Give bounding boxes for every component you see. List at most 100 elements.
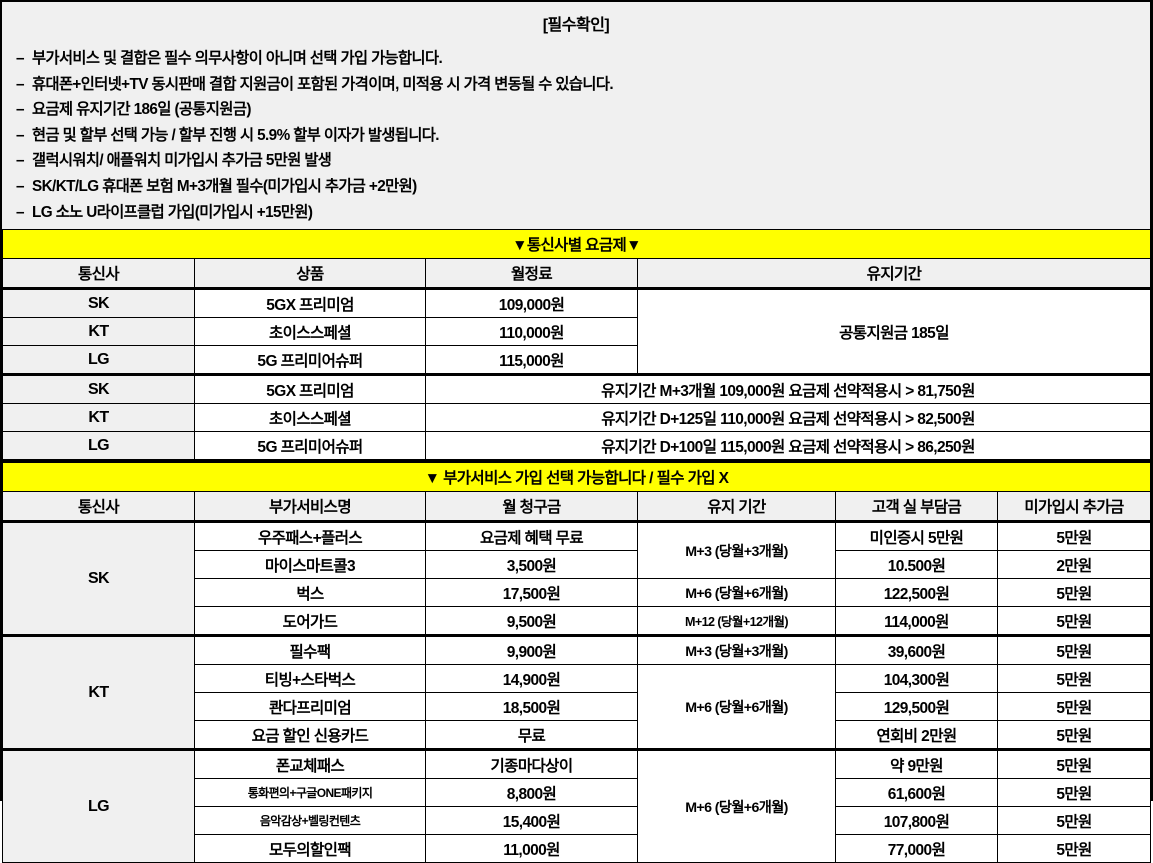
addon-row: 도어가드 9,500원 M+12 (당월+12개월) 114,000원 5만원 xyxy=(3,606,1152,637)
addon-fee: 기종마다상이 xyxy=(425,748,638,780)
addon-actual: 104,300원 xyxy=(835,664,998,694)
addon-extra: 5만원 xyxy=(996,834,1152,863)
plan-header-product: 상품 xyxy=(194,258,426,290)
addon-banner-row: ▼ 부가서비스 가입 선택 가능합니다 / 필수 가입 X xyxy=(1,462,1152,493)
addon-extra: 2만원 xyxy=(996,550,1152,580)
plan-header-carrier: 통신사 xyxy=(2,258,195,290)
addon-fee: 무료 xyxy=(425,720,638,751)
notice-list: – 부가서비스 및 결합은 필수 의무사항이 아니며 선택 가입 가능합니다. –… xyxy=(2,46,1150,225)
addon-carrier: KT xyxy=(2,634,195,751)
addon-actual: 약 9만원 xyxy=(835,748,998,780)
addon-fee: 9,500원 xyxy=(425,606,638,637)
plan-detail: 유지기간 M+3개월 109,000원 요금제 선약적용시 > 81,750원 xyxy=(425,373,1151,405)
plan-header-row: 통신사 상품 월정료 유지기간 xyxy=(2,258,1151,290)
addon-row: SK 우주패스+플러스 요금제 혜택 무료 M+3 (당월+3개월) 미인증시 … xyxy=(2,520,1152,637)
plan-carrier: KT xyxy=(2,317,195,347)
notice-line-text: LG 소노 U라이프클럽 가입(미가입시 +15만원) xyxy=(32,203,313,221)
addon-actual: 39,600원 xyxy=(835,634,998,666)
addon-period: M+6 (당월+6개월) xyxy=(637,748,836,863)
addon-extra: 5만원 xyxy=(996,520,1152,552)
notice-title: [필수확인] xyxy=(542,17,610,34)
addon-extra: 5만원 xyxy=(996,606,1152,637)
addon-extra: 5만원 xyxy=(996,748,1152,780)
addon-fee: 17,500원 xyxy=(425,578,638,608)
notice-line-text: 부가서비스 및 결합은 필수 의무사항이 아니며 선택 가입 가능합니다. xyxy=(32,50,443,67)
addon-header-name: 부가서비스명 xyxy=(194,491,426,523)
plan-header-period: 유지기간 xyxy=(637,258,1151,290)
addon-row: LG 폰교체패스 기종마다상이 M+6 (당월+6개월) 약 9만원 5만원 xyxy=(2,748,1152,863)
addon-header-row: 통신사 부가서비스명 월 청구금 유지 기간 고객 실 부담금 미가입시 추가금 xyxy=(2,491,1152,523)
addon-extra: 5만원 xyxy=(996,720,1152,751)
plan-row: LG 5G 프리미어슈퍼 115,000원 xyxy=(2,345,1151,376)
plan-row: SK 5GX 프리미엄 109,000원 공통지원금 185일 xyxy=(2,287,1151,376)
plan-detail: 유지기간 D+100일 115,000원 요금제 선약적용시 > 86,250원 xyxy=(425,431,1151,463)
plan-product: 초이스스페셜 xyxy=(194,403,426,433)
addon-name: 모두의할인팩 xyxy=(194,834,426,863)
addon-fee: 15,400원 xyxy=(425,806,638,836)
addon-extra: 5만원 xyxy=(996,778,1152,808)
addon-row: 마이스마트콜3 3,500원 10.500원 2만원 xyxy=(3,550,1152,580)
addon-fee: 11,000원 xyxy=(425,834,638,863)
addon-actual: 114,000원 xyxy=(835,606,998,637)
plan-table: ▼통신사별 요금제▼ 통신사 상품 월정료 유지기간 SK 5GX 프리미엄 1… xyxy=(2,229,1151,463)
addon-actual: 77,000원 xyxy=(835,834,998,863)
notice-line-text: SK/KT/LG 휴대폰 보험 M+3개월 필수(미가입시 추가금 +2만원) xyxy=(32,177,417,195)
addon-header-fee: 월 청구금 xyxy=(425,491,638,523)
notice-line-text: 갤럭시워치/ 애플워치 미가입시 추가금 5만원 발생 xyxy=(32,152,332,170)
addon-fee: 9,900원 xyxy=(425,634,638,666)
addon-extra: 5만원 xyxy=(996,664,1152,694)
plan-header-fee: 월정료 xyxy=(425,258,638,290)
notice-line: – 현금 및 할부 선택 가능 / 할부 진행 시 5.9% 할부 이자가 발생됩… xyxy=(16,123,1150,149)
plan-detail-row: KT 초이스스페셜 유지기간 D+125일 110,000원 요금제 선약적용시… xyxy=(2,403,1151,433)
addon-carrier: SK xyxy=(2,520,195,637)
addon-actual: 미인증시 5만원 xyxy=(835,520,998,552)
addon-fee: 8,800원 xyxy=(425,778,638,808)
plan-carrier: SK xyxy=(2,373,195,405)
plan-product: 5G 프리미어슈퍼 xyxy=(194,345,426,376)
addon-period: M+6 (당월+6개월) xyxy=(637,664,836,751)
notice-line: – 갤럭시워치/ 애플워치 미가입시 추가금 5만원 발생 xyxy=(16,148,1150,174)
addon-name: 음악감상+벨링컨텐츠 xyxy=(194,806,426,836)
addon-banner: ▼ 부가서비스 가입 선택 가능합니다 / 필수 가입 X xyxy=(1,462,1152,493)
addon-name: 폰교체패스 xyxy=(194,748,426,780)
addon-actual: 129,500원 xyxy=(835,692,998,722)
addon-period: M+3 (당월+3개월) xyxy=(637,520,836,580)
addon-fee: 3,500원 xyxy=(425,550,638,580)
addon-row: 콴다프리미엄 18,500원 129,500원 5만원 xyxy=(3,692,1152,722)
notice-line: – LG 소노 U라이프클럽 가입(미가입시 +15만원) xyxy=(16,200,1150,226)
addon-name: 마이스마트콜3 xyxy=(194,550,426,580)
plan-detail-row: LG 5G 프리미어슈퍼 유지기간 D+100일 115,000원 요금제 선약… xyxy=(2,431,1151,463)
addon-actual: 10.500원 xyxy=(835,550,998,580)
addon-name: 통화편의+구글ONE패키지 xyxy=(194,778,426,808)
notice-line: – SK/KT/LG 휴대폰 보험 M+3개월 필수(미가입시 추가금 +2만원) xyxy=(16,174,1150,200)
addon-actual: 107,800원 xyxy=(835,806,998,836)
notice-line-text: 휴대폰+인터넷+TV 동시판매 결합 지원금이 포함된 가격이며, 미적용 시 … xyxy=(32,75,614,93)
addon-name: 요금 할인 신용카드 xyxy=(194,720,426,751)
plan-product: 5GX 프리미엄 xyxy=(194,373,426,405)
addon-name: 콴다프리미엄 xyxy=(194,692,426,722)
bullet-dash: – xyxy=(16,203,25,221)
addon-row: 벅스 17,500원 M+6 (당월+6개월) 122,500원 5만원 xyxy=(3,578,1152,608)
notice-line: – 요금제 유지기간 186일 (공통지원금) xyxy=(16,97,1150,123)
plan-product: 5GX 프리미엄 xyxy=(194,287,426,319)
addon-carrier: LG xyxy=(2,748,195,863)
addon-extra: 5만원 xyxy=(996,692,1152,722)
plan-fee: 109,000원 xyxy=(425,287,638,319)
bullet-dash: – xyxy=(16,126,25,144)
bullet-dash: – xyxy=(16,50,25,67)
plan-product: 5G 프리미어슈퍼 xyxy=(194,431,426,463)
addon-name: 벅스 xyxy=(194,578,426,608)
addon-row: KT 필수팩 9,900원 M+3 (당월+3개월) 39,600원 5만원 xyxy=(2,634,1152,751)
addon-fee: 14,900원 xyxy=(425,664,638,694)
notice-line: – 휴대폰+인터넷+TV 동시판매 결합 지원금이 포함된 가격이며, 미적용 시… xyxy=(16,72,1150,98)
addon-header-extra: 미가입시 추가금 xyxy=(996,491,1152,523)
plan-carrier: SK xyxy=(2,287,195,319)
addon-extra: 5만원 xyxy=(996,634,1152,666)
addon-actual: 61,600원 xyxy=(835,778,998,808)
addon-row: 요금 할인 신용카드 무료 연회비 2만원 5만원 xyxy=(3,720,1152,751)
plan-product: 초이스스페셜 xyxy=(194,317,426,347)
plan-carrier: KT xyxy=(2,403,195,433)
plan-banner: ▼통신사별 요금제▼ xyxy=(2,229,1151,260)
addon-period: M+3 (당월+3개월) xyxy=(637,634,836,666)
addon-name: 우주패스+플러스 xyxy=(194,520,426,552)
